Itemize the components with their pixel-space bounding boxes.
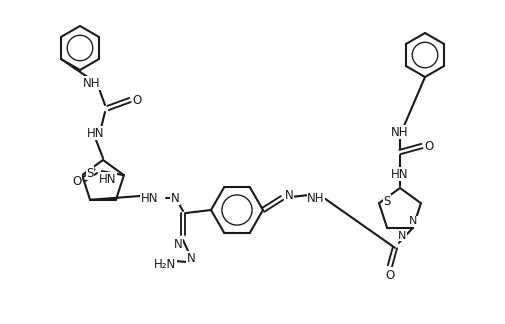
- Text: O: O: [424, 140, 433, 153]
- Text: H₂N: H₂N: [154, 259, 176, 272]
- Text: N: N: [397, 231, 406, 241]
- Text: N: N: [173, 238, 182, 251]
- Text: O: O: [72, 175, 81, 188]
- Text: N: N: [186, 251, 195, 264]
- Text: NH: NH: [83, 76, 100, 89]
- Text: NH: NH: [307, 191, 324, 204]
- Text: HN: HN: [390, 168, 408, 180]
- Text: N: N: [170, 191, 179, 204]
- Text: O: O: [132, 94, 141, 107]
- Text: HN: HN: [87, 126, 105, 140]
- Text: O: O: [384, 269, 394, 282]
- Text: NH: NH: [390, 125, 408, 138]
- Text: S: S: [86, 167, 93, 180]
- Text: S: S: [383, 195, 390, 208]
- Text: N: N: [408, 216, 416, 226]
- Text: HN: HN: [98, 173, 116, 186]
- Text: N: N: [284, 189, 293, 202]
- Text: HN: HN: [140, 191, 158, 204]
